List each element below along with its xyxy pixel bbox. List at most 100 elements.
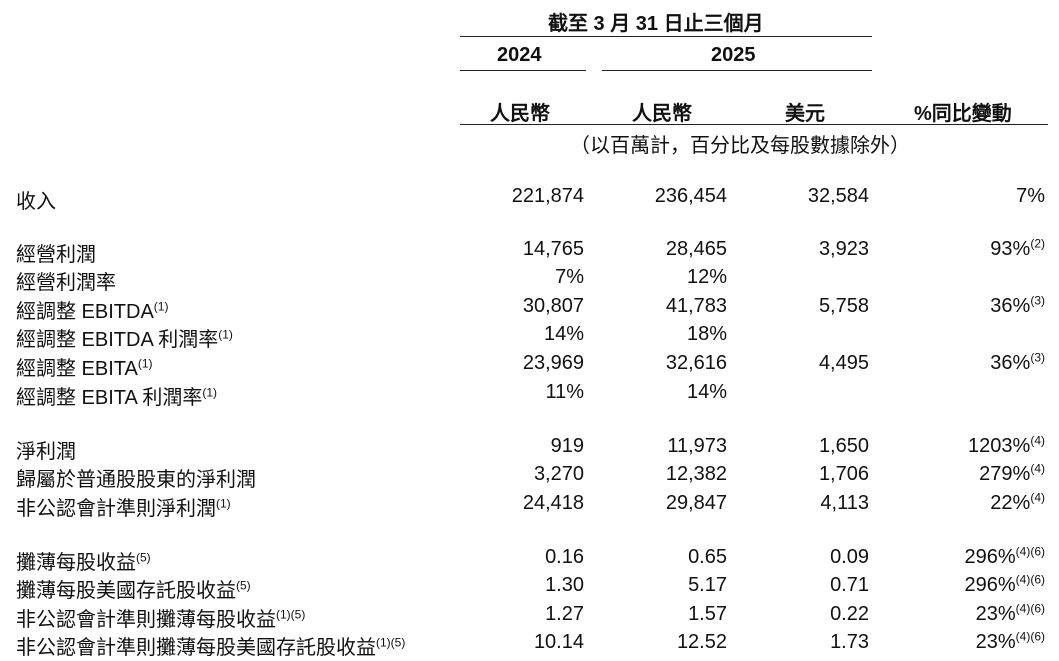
row-label-footnote: (1)(5) — [276, 607, 306, 622]
cell-yoy: 296%(4)(6) — [964, 573, 1046, 597]
cell-rmb-2024-text: 7% — [555, 266, 584, 288]
cell-rmb-2024: 14% — [544, 323, 584, 346]
cell-rmb-2025-text: 41,783 — [665, 295, 727, 317]
cell-rmb-2024: 23,969 — [523, 352, 584, 375]
cell-rmb-2024: 11% — [545, 381, 584, 404]
cell-yoy-footnote: (4) — [1030, 433, 1045, 448]
cell-yoy-footnote: (4)(6) — [1015, 544, 1045, 559]
cell-rmb-2025: 12% — [687, 266, 727, 289]
cell-yoy-text: 279% — [979, 463, 1031, 485]
cell-yoy: 1203%(4) — [968, 433, 1045, 458]
cell-yoy: 93%(2) — [990, 236, 1045, 261]
cell-usd-2025-text: 1,650 — [818, 435, 869, 457]
cell-usd-2025-text: 1,706 — [818, 463, 869, 485]
cell-yoy-footnote: (4) — [1030, 461, 1045, 476]
cell-rmb-2025: 18% — [687, 323, 727, 346]
cell-yoy-text: 36% — [990, 352, 1031, 374]
cell-usd-2025-text: 0.09 — [830, 546, 869, 568]
row-label: 攤薄每股收益(5) — [16, 546, 151, 575]
cell-rmb-2025-text: 12,382 — [665, 463, 727, 485]
cell-yoy-text: 23% — [975, 631, 1016, 653]
cell-rmb-2024-text: 1.30 — [545, 574, 584, 596]
cell-usd-2025-text: 3,923 — [818, 238, 869, 260]
row-label: 攤薄每股美國存託股收益(5) — [16, 574, 251, 603]
row-label-text: 經調整 EBITA 利潤率 — [16, 387, 203, 409]
cell-usd-2025-text: 0.71 — [830, 574, 869, 596]
cell-usd-2025-text: 4,113 — [820, 492, 869, 514]
cell-yoy: 22%(4) — [990, 490, 1045, 515]
cell-rmb-2024-text: 3,270 — [533, 463, 584, 485]
row-label-text: 非公認會計準則淨利潤 — [16, 498, 216, 520]
cell-rmb-2025-text: 18% — [686, 323, 727, 345]
cell-yoy-text: 93% — [990, 238, 1031, 260]
column-header-rmb-2025: 人民幣 — [632, 103, 692, 125]
cell-yoy-footnote: (4) — [1030, 490, 1045, 505]
cell-usd-2025: 5,758 — [819, 295, 869, 318]
cell-yoy: 279%(4) — [979, 461, 1045, 486]
cell-rmb-2025-text: 12% — [686, 266, 727, 288]
cell-yoy: 23%(4)(6) — [975, 601, 1045, 626]
row-label-footnote: (5) — [236, 578, 251, 593]
row-label-text: 攤薄每股美國存託股收益 — [16, 580, 236, 602]
cell-yoy-text: 296% — [964, 574, 1016, 596]
cell-rmb-2024: 30,807 — [523, 295, 584, 318]
cell-yoy-footnote: (4)(6) — [1015, 601, 1045, 616]
row-label: 收入 — [16, 185, 56, 214]
cell-usd-2025: 3,923 — [819, 238, 869, 261]
cell-usd-2025-text: 0.22 — [830, 603, 869, 625]
cell-rmb-2025-text: 28,465 — [665, 238, 727, 260]
period-underline — [460, 36, 872, 37]
year-2024-header: 2024 — [497, 44, 542, 66]
cell-rmb-2025: 5.17 — [688, 574, 727, 597]
cell-rmb-2024: 7% — [555, 266, 584, 289]
cell-rmb-2024: 3,270 — [534, 463, 584, 486]
row-label: 經營利潤率 — [16, 266, 116, 295]
cell-usd-2025-text: 4,495 — [818, 352, 869, 374]
cell-rmb-2024: 1.27 — [545, 603, 584, 626]
cell-yoy-text: 22% — [990, 492, 1031, 514]
cell-yoy-footnote: (4)(6) — [1015, 629, 1045, 644]
cell-rmb-2024: 1.30 — [545, 574, 584, 597]
cell-rmb-2025-text: 11,973 — [667, 435, 727, 457]
row-label-text: 歸屬於普通股股東的淨利潤 — [16, 469, 256, 491]
row-label-text: 淨利潤 — [16, 441, 76, 463]
cell-yoy-footnote: (2) — [1030, 236, 1045, 251]
column-header-yoy: %同比變動 — [914, 103, 1012, 125]
cell-rmb-2024: 14,765 — [523, 238, 584, 261]
row-label-text: 經調整 EBITDA 利潤率 — [16, 329, 219, 351]
cell-rmb-2024-text: 24,418 — [522, 492, 584, 514]
row-label-footnote: (1) — [153, 299, 169, 314]
cell-rmb-2025-text: 29,847 — [665, 492, 727, 514]
cell-rmb-2024-text: 1.27 — [545, 603, 584, 625]
row-label-text: 經營利潤 — [16, 244, 96, 266]
cell-rmb-2025-text: 0.65 — [688, 546, 727, 568]
unit-note: （以百萬計，百分比及每股數據除外） — [570, 135, 910, 157]
cell-rmb-2024-text: 23,969 — [522, 352, 584, 374]
cell-rmb-2025-text: 12.52 — [676, 631, 727, 653]
cell-rmb-2025-text: 1.57 — [688, 603, 727, 625]
cell-usd-2025-text: 1.73 — [830, 631, 869, 653]
cell-rmb-2024-text: 30,807 — [522, 295, 584, 317]
cell-yoy-footnote: (3) — [1030, 350, 1045, 365]
cell-rmb-2024-text: 14% — [543, 323, 584, 345]
cell-rmb-2024: 221,874 — [512, 185, 584, 208]
row-label-footnote: (1) — [137, 356, 153, 371]
year-2025-header: 2025 — [711, 44, 756, 66]
row-label: 淨利潤 — [16, 435, 76, 464]
column-header-usd-2025: 美元 — [785, 103, 825, 125]
row-label: 非公認會計準則淨利潤(1) — [16, 492, 231, 521]
year-2025-underline — [602, 70, 872, 71]
cell-rmb-2024-text: 11% — [545, 381, 584, 403]
cell-usd-2025: 1,650 — [819, 435, 869, 458]
cell-rmb-2025: 1.57 — [688, 603, 727, 626]
cell-yoy: 36%(3) — [990, 350, 1045, 375]
row-label-footnote: (5) — [136, 550, 151, 565]
column-header-underline — [460, 124, 1048, 125]
cell-yoy-text: 23% — [975, 603, 1016, 625]
cell-rmb-2025: 41,783 — [666, 295, 727, 318]
cell-yoy: 296%(4)(6) — [965, 544, 1046, 569]
year-2024-underline — [460, 70, 586, 71]
cell-rmb-2025: 12.52 — [677, 631, 727, 654]
cell-rmb-2025: 32,616 — [666, 352, 727, 375]
row-label-footnote: (1) — [216, 496, 231, 511]
